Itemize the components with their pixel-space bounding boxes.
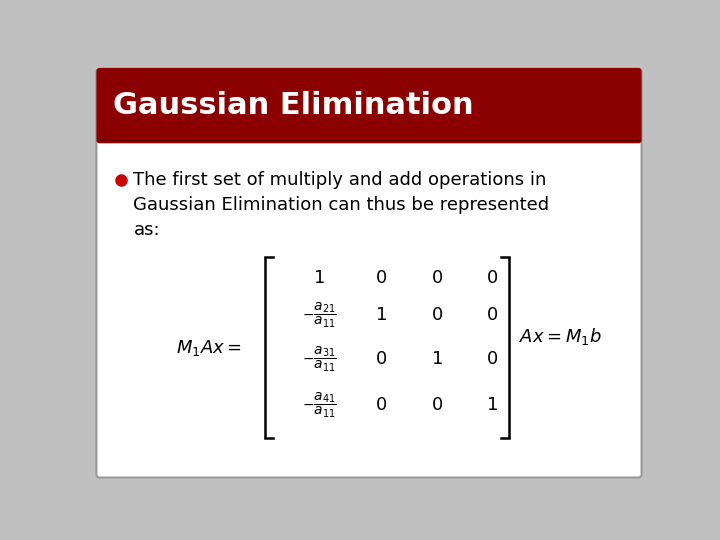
Text: $-\dfrac{a_{31}}{a_{11}}$: $-\dfrac{a_{31}}{a_{11}}$ bbox=[302, 345, 336, 374]
Text: $0$: $0$ bbox=[431, 306, 443, 324]
Text: $-\dfrac{a_{41}}{a_{11}}$: $-\dfrac{a_{41}}{a_{11}}$ bbox=[302, 390, 336, 420]
Text: $-\dfrac{a_{21}}{a_{11}}$: $-\dfrac{a_{21}}{a_{11}}$ bbox=[302, 300, 336, 329]
Text: $1$: $1$ bbox=[486, 396, 498, 414]
Text: $0$: $0$ bbox=[431, 269, 443, 287]
Text: $1$: $1$ bbox=[313, 269, 325, 287]
Text: $0$: $0$ bbox=[431, 396, 443, 414]
Text: The first set of multiply and add operations in: The first set of multiply and add operat… bbox=[133, 171, 546, 190]
FancyBboxPatch shape bbox=[96, 68, 642, 143]
Text: Gaussian Elimination: Gaussian Elimination bbox=[113, 91, 474, 120]
Text: as:: as: bbox=[133, 220, 160, 239]
Text: $0$: $0$ bbox=[374, 350, 387, 368]
Text: $0$: $0$ bbox=[374, 396, 387, 414]
Text: $Ax = M_1 b$: $Ax = M_1 b$ bbox=[519, 326, 602, 347]
Text: $0$: $0$ bbox=[374, 269, 387, 287]
Text: $1$: $1$ bbox=[431, 350, 443, 368]
Text: Gaussian Elimination can thus be represented: Gaussian Elimination can thus be represe… bbox=[133, 196, 549, 214]
Text: $0$: $0$ bbox=[486, 306, 498, 324]
Text: $M_1 Ax =$: $M_1 Ax =$ bbox=[176, 338, 242, 358]
Text: $1$: $1$ bbox=[374, 306, 387, 324]
FancyBboxPatch shape bbox=[96, 70, 642, 477]
Text: $0$: $0$ bbox=[486, 269, 498, 287]
Text: $0$: $0$ bbox=[486, 350, 498, 368]
